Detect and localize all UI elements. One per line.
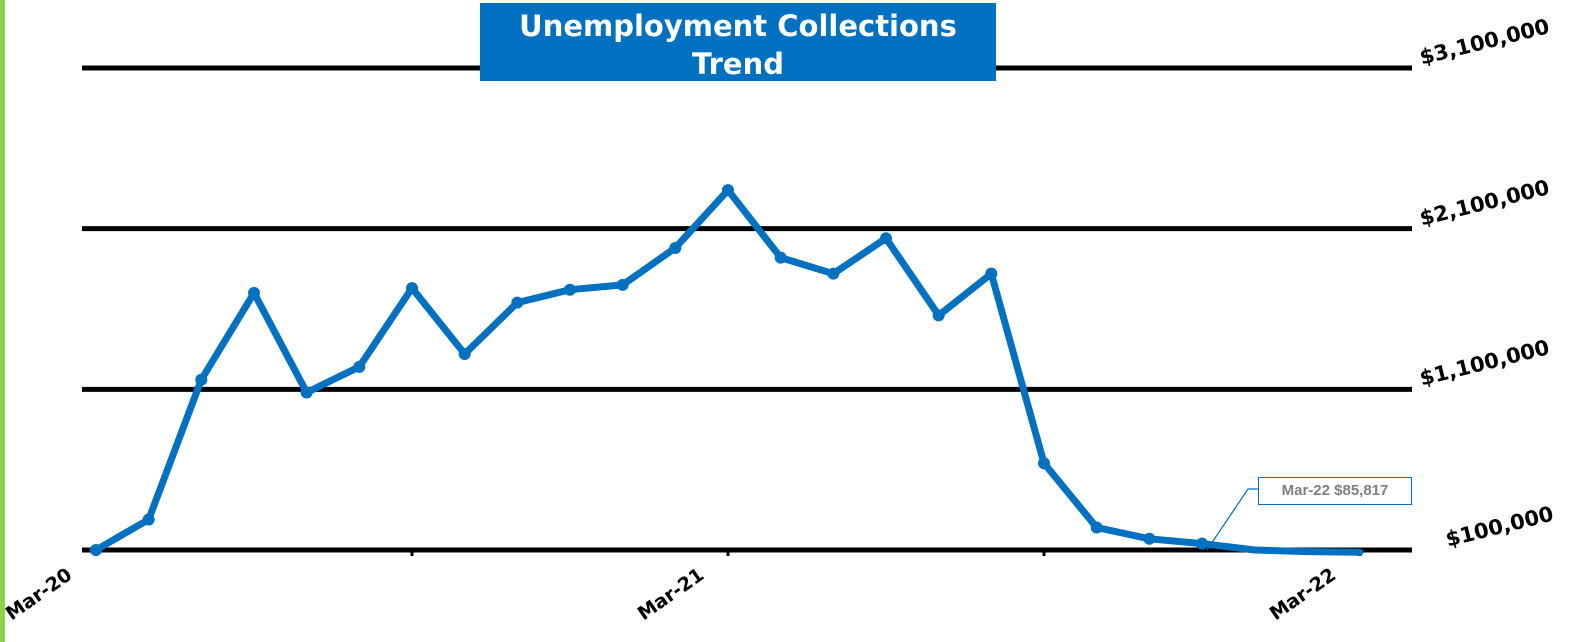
data-point — [1196, 537, 1208, 550]
data-point — [511, 296, 524, 309]
data-point — [406, 282, 418, 295]
data-point — [722, 184, 734, 197]
callout-leader-line — [1206, 488, 1258, 551]
series-line — [92, 186, 1364, 556]
data-point — [827, 267, 840, 280]
data-point — [458, 347, 471, 360]
data-point — [300, 386, 313, 399]
annotation-leader — [1206, 488, 1258, 551]
data-point — [248, 286, 260, 299]
left-accent-bar — [0, 0, 5, 642]
data-point — [1090, 521, 1103, 534]
data-point — [880, 232, 892, 245]
data-point — [142, 513, 155, 526]
chart-title: Unemployment Collections Trend — [519, 9, 957, 81]
data-points — [90, 184, 1208, 556]
data-callout: Mar-22 $85,817 — [1258, 477, 1412, 505]
chart-subtitle: SFY20 / SFY21 / SFY22 — [617, 85, 859, 107]
data-point — [932, 309, 945, 322]
x-axis — [82, 547, 1412, 556]
chart-title-box: Unemployment Collections Trend SFY20 / S… — [480, 3, 996, 107]
data-point — [616, 278, 629, 291]
data-point — [774, 251, 787, 264]
data-point — [1038, 457, 1050, 470]
series-line-group — [92, 186, 1364, 556]
data-point — [985, 267, 998, 280]
data-point — [669, 241, 682, 254]
data-point — [195, 373, 208, 386]
data-point — [353, 360, 366, 373]
data-point — [564, 283, 576, 296]
data-point — [90, 544, 102, 556]
data-point — [1143, 532, 1156, 545]
